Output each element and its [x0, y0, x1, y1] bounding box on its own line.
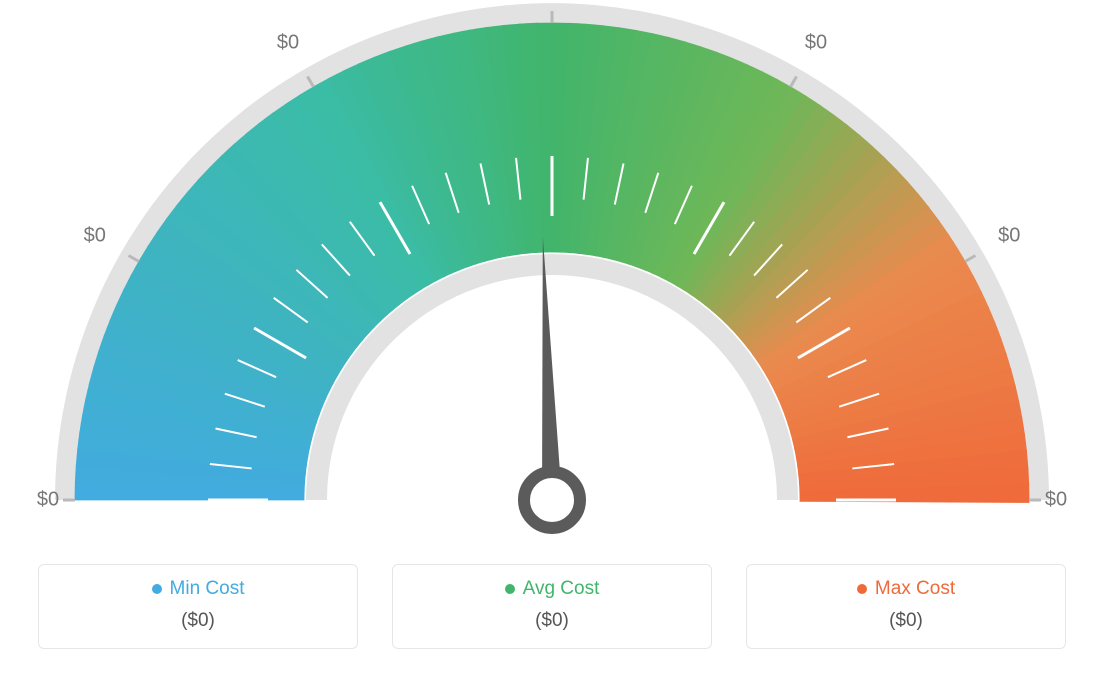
- gauge-tick-label: $0: [1045, 489, 1067, 512]
- legend-card-min: Min Cost ($0): [38, 564, 358, 649]
- gauge-tick-label: $0: [37, 489, 59, 512]
- legend-label-min: Min Cost: [170, 579, 245, 598]
- legend-row: Min Cost ($0) Avg Cost ($0) Max Cost ($0…: [0, 564, 1104, 649]
- gauge-tick-label: $0: [277, 31, 299, 54]
- legend-value-avg: ($0): [403, 610, 701, 632]
- legend-title-max: Max Cost: [757, 579, 1055, 598]
- gauge-chart-container: { "gauge": { "type": "gauge", "cx": 552,…: [0, 0, 1104, 690]
- legend-card-avg: Avg Cost ($0): [392, 564, 712, 649]
- gauge-tick-label: $0: [998, 225, 1020, 248]
- legend-value-max: ($0): [757, 610, 1055, 632]
- legend-label-max: Max Cost: [875, 579, 955, 598]
- gauge-needle-hub: [524, 472, 580, 528]
- legend-dot-avg: [505, 584, 515, 594]
- legend-value-min: ($0): [49, 610, 347, 632]
- gauge-area: $0$0$0$0$0$0$0: [0, 0, 1104, 560]
- legend-title-min: Min Cost: [49, 579, 347, 598]
- legend-dot-min: [152, 584, 162, 594]
- gauge-tick-label: $0: [805, 31, 827, 54]
- gauge-needle: [542, 236, 562, 500]
- gauge-svg: [0, 0, 1104, 560]
- legend-dot-max: [857, 584, 867, 594]
- gauge-tick-label: $0: [84, 225, 106, 248]
- legend-label-avg: Avg Cost: [523, 579, 600, 598]
- legend-card-max: Max Cost ($0): [746, 564, 1066, 649]
- legend-title-avg: Avg Cost: [403, 579, 701, 598]
